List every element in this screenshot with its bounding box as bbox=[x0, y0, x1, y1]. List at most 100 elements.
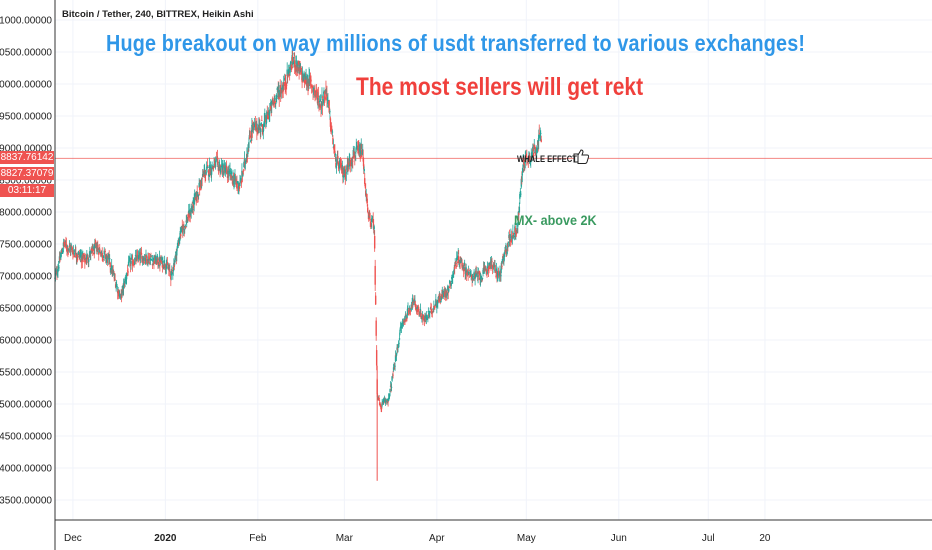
candle-body bbox=[449, 280, 451, 284]
candle-body bbox=[194, 192, 197, 197]
candle-body bbox=[482, 269, 484, 274]
candle-body bbox=[370, 223, 372, 227]
candle-body bbox=[214, 162, 216, 168]
candle-body bbox=[174, 260, 176, 263]
candle-body bbox=[493, 264, 496, 266]
candle-body bbox=[512, 231, 514, 235]
candle-body bbox=[344, 173, 347, 177]
candle-body bbox=[492, 267, 494, 269]
candle-body bbox=[439, 298, 442, 302]
candle-body bbox=[473, 271, 475, 276]
candle-body bbox=[183, 230, 185, 232]
candle-body bbox=[337, 162, 340, 166]
candle-body bbox=[300, 71, 303, 75]
candle-body bbox=[218, 164, 221, 167]
candle-body bbox=[107, 256, 109, 260]
candle-body bbox=[141, 258, 143, 263]
candle-body bbox=[452, 275, 454, 278]
candle-body bbox=[56, 273, 59, 275]
candle-body bbox=[484, 268, 487, 270]
candle-body bbox=[407, 310, 410, 312]
x-axis: Dec 2020 Feb Mar Apr May Jun Jul 20 bbox=[64, 533, 771, 544]
candle-body bbox=[116, 286, 118, 288]
candle-body bbox=[172, 273, 174, 275]
candle-body bbox=[521, 173, 524, 176]
candle-body bbox=[332, 137, 334, 145]
chart-title: Bitcoin / Tether, 240, BITTREX, Heikin A… bbox=[62, 9, 254, 20]
candle-body bbox=[383, 400, 386, 402]
candle-body bbox=[460, 260, 463, 262]
candle-body bbox=[66, 245, 69, 248]
candle-body bbox=[490, 259, 493, 263]
candle-body bbox=[448, 287, 450, 289]
candle-body bbox=[101, 252, 103, 257]
candle-body bbox=[479, 277, 482, 281]
candle-body bbox=[163, 267, 165, 269]
candle-body bbox=[86, 255, 88, 259]
candle-body bbox=[491, 261, 493, 263]
candle-body bbox=[175, 254, 178, 259]
candle-body bbox=[295, 55, 297, 64]
candle-body bbox=[162, 260, 164, 263]
candle-body bbox=[85, 259, 88, 261]
candle-body bbox=[224, 167, 227, 172]
candle-body bbox=[333, 146, 335, 150]
candle-body bbox=[149, 261, 151, 265]
candle-body bbox=[133, 263, 136, 265]
candle-body bbox=[265, 122, 267, 125]
candle-body bbox=[87, 257, 89, 260]
candle-body bbox=[302, 77, 305, 81]
candle-body bbox=[157, 259, 159, 265]
candle-body bbox=[104, 250, 106, 252]
candle-body bbox=[92, 248, 94, 252]
candle-body bbox=[127, 261, 130, 266]
candle-body bbox=[67, 249, 70, 251]
y-axis: 11000.00000 10500.00000 10000.00000 9500.00… bbox=[0, 16, 52, 507]
candle-body bbox=[360, 145, 362, 149]
candle-body bbox=[281, 89, 283, 94]
candle-body bbox=[327, 100, 330, 102]
candle-body bbox=[320, 104, 322, 109]
candle-body bbox=[407, 307, 409, 309]
candle-body bbox=[198, 182, 200, 188]
candle-body bbox=[224, 171, 226, 173]
candle-body bbox=[163, 260, 166, 265]
candle-body bbox=[520, 178, 523, 187]
candle-body bbox=[180, 234, 182, 237]
candle-body bbox=[497, 272, 499, 275]
candle-body bbox=[432, 309, 435, 312]
candle-body bbox=[405, 319, 407, 322]
candle-body bbox=[139, 254, 142, 258]
candle-body bbox=[379, 403, 381, 405]
candle-body bbox=[410, 308, 412, 310]
candle-body bbox=[151, 263, 154, 266]
candle-body bbox=[307, 86, 310, 89]
candle-body bbox=[366, 194, 368, 197]
candle-body bbox=[131, 260, 134, 266]
candle-body bbox=[440, 296, 442, 300]
candle-body bbox=[237, 186, 240, 190]
candle-body bbox=[486, 271, 488, 273]
candle-body bbox=[354, 155, 356, 158]
candle-body bbox=[245, 159, 248, 161]
candle-body bbox=[446, 294, 448, 296]
candle-body bbox=[292, 63, 294, 65]
candle-body bbox=[166, 261, 168, 263]
candle-body bbox=[184, 226, 186, 228]
candle-body bbox=[161, 257, 163, 261]
candle-body bbox=[351, 162, 353, 164]
candle-body bbox=[478, 271, 480, 274]
candle-body bbox=[106, 259, 109, 263]
candle-body bbox=[355, 152, 357, 154]
candle-body bbox=[133, 264, 135, 266]
y-tick-label: 4500.00000 bbox=[0, 432, 52, 443]
candle-body bbox=[494, 269, 497, 273]
candle-body bbox=[146, 259, 148, 264]
x-tick-label: Feb bbox=[249, 533, 267, 544]
candle-body bbox=[191, 209, 193, 211]
y-tick-label: 6500.00000 bbox=[0, 304, 52, 315]
candle-body bbox=[138, 252, 141, 256]
candle-body bbox=[434, 306, 436, 308]
candle-body bbox=[150, 259, 153, 261]
